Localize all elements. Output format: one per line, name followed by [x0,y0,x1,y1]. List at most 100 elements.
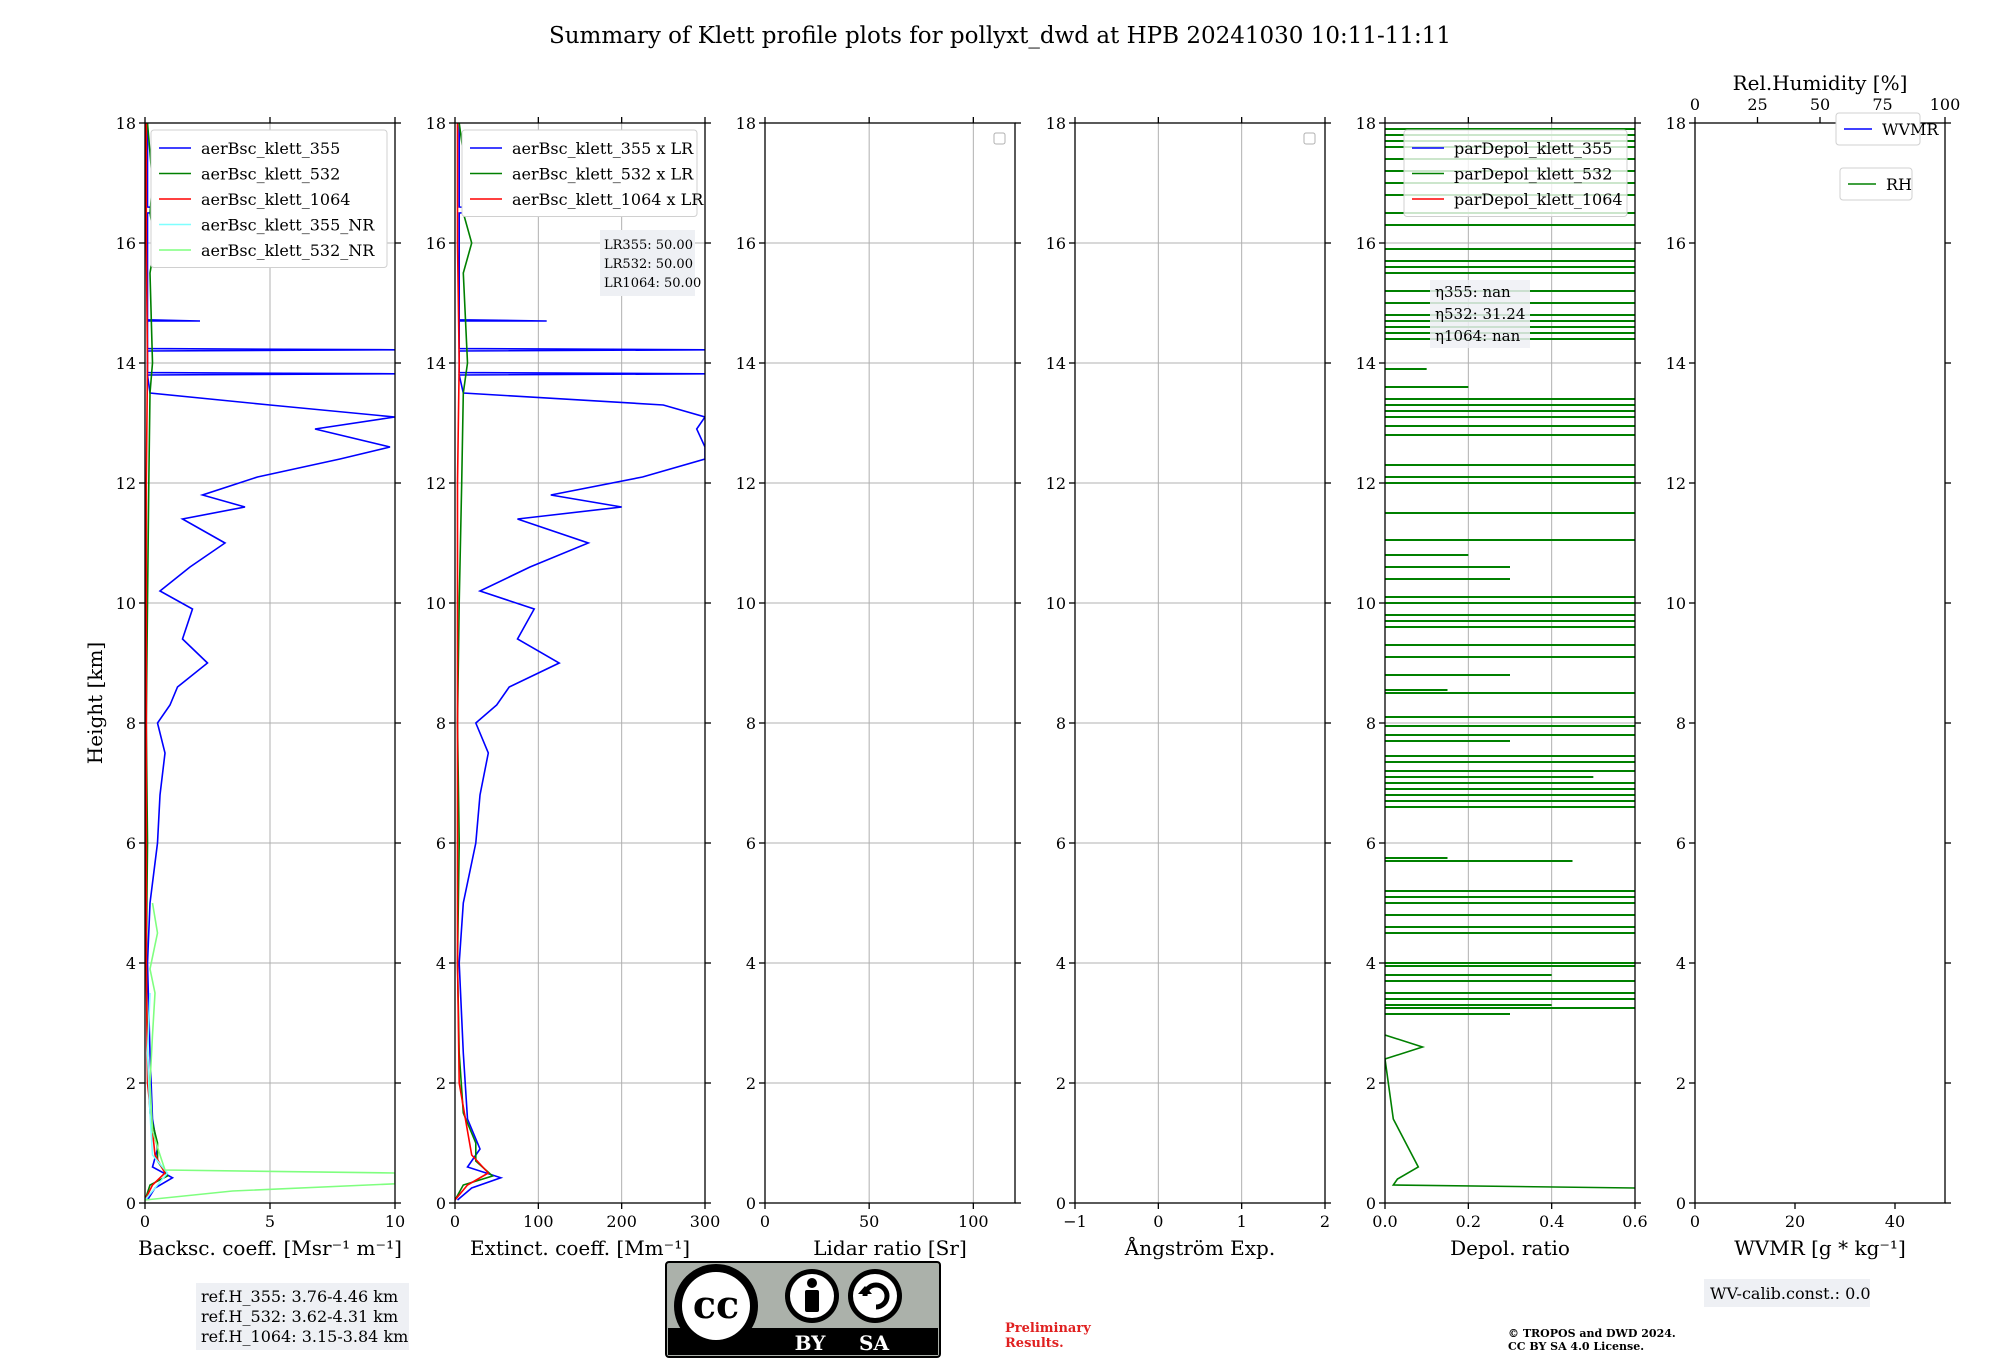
series-line-aerBsc_klett_1064 x LR [455,123,490,1201]
legend-label: aerBsc_klett_532 x LR [512,165,694,184]
y-tick-label: 10 [426,594,446,613]
y-axis-label: Height [km] [83,642,107,764]
eta-1064-text: η1064: nan [1435,327,1521,345]
axes-frame [764,122,1016,1204]
x-tick-label: 40 [1885,1212,1905,1231]
x-tick-label: 0 [450,1212,460,1231]
lr-1064-text: LR1064: 50.00 [604,276,701,291]
y-tick-label: 4 [1366,954,1376,973]
top-tick-label: 25 [1747,95,1767,114]
y-tick-label: 2 [1056,1074,1066,1093]
axes-frame [1694,122,1946,1204]
y-tick-label: 6 [1056,834,1066,853]
y-tick-label: 2 [1676,1074,1686,1093]
refh-1064-text: ref.H_1064: 3.15-3.84 km [201,1327,408,1346]
legend-label: WVMR [1882,120,1939,139]
axes-frame [1384,122,1636,1204]
legend-label: aerBsc_klett_1064 [201,190,350,209]
y-tick-label: 4 [1056,954,1066,973]
y-tick-label: 0 [746,1194,756,1213]
y-tick-label: 12 [116,474,136,493]
y-tick-label: 4 [1676,954,1686,973]
y-tick-label: 10 [1666,594,1686,613]
x-tick-label: 0 [140,1212,150,1231]
eta-532-text: η532: 31.24 [1435,305,1525,323]
y-tick-label: 18 [1356,114,1376,133]
x-tick-label: 50 [859,1212,879,1231]
series-line-parDepol_klett_532 [1385,1034,1635,1189]
y-tick-label: 14 [736,354,756,373]
legend-label: RH [1886,175,1912,194]
x-axis-label-lr: Lidar ratio [Sr] [813,1236,967,1260]
y-tick-label: 2 [126,1074,136,1093]
lidar-ratio-box: LR355: 50.00 LR532: 50.00 LR1064: 50.00 [600,230,701,296]
y-tick-label: 12 [1046,474,1066,493]
y-tick-label: 8 [746,714,756,733]
y-tick-label: 4 [126,954,136,973]
top-tick-label: 100 [1930,95,1961,114]
x-axis-label-wv: WVMR [g * kg⁻¹] [1734,1236,1906,1260]
y-tick-label: 8 [1676,714,1686,733]
x-tick-label: 1 [1237,1212,1247,1231]
y-tick-label: 10 [1356,594,1376,613]
y-tick-label: 16 [1356,234,1376,253]
empty-legend [1303,132,1316,145]
legend-label: parDepol_klett_532 [1454,165,1612,184]
eta-355-text: η355: nan [1435,283,1511,301]
lr-532-text: LR532: 50.00 [604,257,693,272]
y-tick-label: 8 [1056,714,1066,733]
x-tick-label: 100 [523,1212,554,1231]
y-tick-label: 14 [426,354,446,373]
y-tick-label: 12 [736,474,756,493]
eta-box: η355: nan η532: 31.24 η1064: nan [1430,280,1530,348]
y-tick-label: 18 [116,114,136,133]
y-tick-label: 0 [126,1194,136,1213]
refh-355-text: ref.H_355: 3.76-4.46 km [201,1287,398,1306]
top-axis-label: Rel.Humidity [%] [1733,71,1908,95]
series-line-aerBsc_klett_532_NR [145,902,395,1201]
y-tick-label: 14 [1356,354,1376,373]
legend-label: parDepol_klett_355 [1454,139,1612,158]
y-tick-label: 18 [1666,114,1686,133]
y-tick-label: 16 [426,234,446,253]
x-axis-label-ang: Ångström Exp. [1124,1235,1275,1260]
y-tick-label: 0 [436,1194,446,1213]
cc-logo-text: cc [693,1282,739,1327]
x-tick-label: 0 [1153,1212,1163,1231]
wv-calib-text: WV-calib.const.: 0.0 [1710,1284,1871,1303]
top-tick-label: 0 [1690,95,1700,114]
y-tick-label: 16 [116,234,136,253]
panel-lr: 0 2 4 6 8 10 12 14 16 18 0 50 100 Lidar ratio [Sr] [736,114,1021,1260]
lr-355-text: LR355: 50.00 [604,238,693,253]
cc-by-text: BY [795,1331,827,1355]
panel-dep: 0 2 4 6 8 10 12 14 16 18 0.0 0.2 0.4 0.6 Depol. ratio p… [1356,114,1648,1260]
series-line-aerBsc_klett_532 x LR [455,123,495,1201]
x-tick-label: 0.2 [1456,1212,1481,1231]
series-group [455,123,705,1201]
panel-bsc: 0 2 4 6 8 10 12 14 16 18 0 5 10 Backsc. coeff. [Msr⁻¹… [116,114,406,1260]
axes-frame [1074,122,1326,1204]
x-tick-label: 100 [958,1212,989,1231]
y-tick-label: 6 [1676,834,1686,853]
x-tick-label: 0 [760,1212,770,1231]
cc-sa-text: SA [859,1331,889,1355]
figure-title: Summary of Klett profile plots for polly… [549,23,1451,49]
x-axis-label-bsc: Backsc. coeff. [Msr⁻¹ m⁻¹] [138,1236,402,1260]
top-tick-label: 50 [1810,95,1830,114]
x-tick-label: 300 [690,1212,721,1231]
y-tick-label: 10 [736,594,756,613]
y-tick-label: 0 [1056,1194,1066,1213]
x-tick-label: 5 [265,1212,275,1231]
y-tick-label: 6 [1366,834,1376,853]
legend-wv: WVMR RH [1835,112,1939,201]
y-tick-label: 12 [426,474,446,493]
legend-ext: aerBsc_klett_355 x LR aerBsc_klett_532 x … [461,129,704,217]
series-line-aerBsc_klett_1064 [145,123,166,1201]
x-tick-label: 2 [1320,1212,1330,1231]
y-tick-label: 18 [426,114,446,133]
y-tick-label: 10 [116,594,136,613]
